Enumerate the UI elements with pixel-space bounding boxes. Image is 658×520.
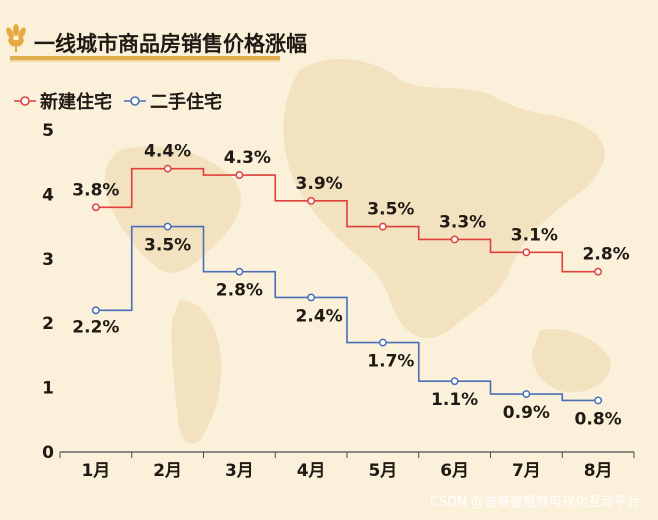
data-label: 3.9% <box>296 174 343 194</box>
wheat-logo-icon <box>6 24 26 52</box>
data-label: 1.1% <box>431 390 478 410</box>
legend: 新建住宅 二手住宅 <box>14 91 222 113</box>
data-point <box>522 390 531 398</box>
data-point <box>307 293 316 302</box>
y-tick-label: 4 <box>42 185 54 205</box>
legend-marker <box>20 96 30 106</box>
legend-label: 新建住宅 <box>40 91 112 113</box>
data-label: 2.8% <box>583 245 630 265</box>
x-tick-label: 1月 <box>81 461 110 481</box>
data-label: 2.2% <box>72 317 119 337</box>
data-label: 0.9% <box>503 403 550 423</box>
series-1: 3.8% 4.4% 4.3% 3.9% 3.5% 3.3% 3.1% 2.8% <box>72 142 630 276</box>
y-tick-label: 5 <box>42 121 54 141</box>
x-tick-label: 4月 <box>297 461 326 481</box>
data-point <box>378 222 387 231</box>
x-tick-label: 3月 <box>225 461 254 481</box>
data-point <box>91 203 100 212</box>
x-tick-label: 8月 <box>584 461 613 481</box>
title-underline <box>10 56 280 60</box>
data-label: 0.8% <box>575 409 622 429</box>
data-label: 3.5% <box>144 236 191 256</box>
series-2: 2.2% 3.5% 2.8% 2.4% 1.7% 1.1% 0.9% 0.8% <box>72 222 622 429</box>
x-tick-label: 2月 <box>153 461 182 481</box>
x-tick-label: 5月 <box>368 461 397 481</box>
data-label: 3.3% <box>439 212 486 232</box>
chart-title: 一线城市商品房销售价格涨幅 <box>34 32 307 56</box>
data-point <box>163 164 172 173</box>
data-point <box>594 396 603 405</box>
series-layer: 3.8% 4.4% 4.3% 3.9% 3.5% 3.3% 3.1% 2.8% 2.2% 3.5%… <box>72 142 629 430</box>
watermark-text: CSDN @迪赛智慧数可视化互动平台 <box>430 494 640 510</box>
data-label: 3.5% <box>367 200 414 220</box>
data-point <box>307 196 316 205</box>
data-point <box>91 306 100 315</box>
y-tick-label: 1 <box>42 379 54 399</box>
x-tick-label: 6月 <box>440 461 469 481</box>
axes: 0 1 2 3 4 5 1月 2月 3月 4月 5月 6月 7月 8月 <box>42 121 635 481</box>
data-point <box>594 267 603 276</box>
data-label: 3.1% <box>511 225 558 245</box>
y-tick-label: 3 <box>42 250 54 270</box>
y-tick-label: 2 <box>42 314 54 334</box>
title-block: 一线城市商品房销售价格涨幅 <box>6 24 307 62</box>
world-map-background <box>104 59 611 444</box>
data-point <box>522 248 531 257</box>
data-label: 4.4% <box>144 142 191 162</box>
data-point <box>235 267 244 276</box>
data-label: 3.8% <box>72 180 119 200</box>
data-point <box>378 338 387 347</box>
data-point <box>235 171 244 180</box>
data-point <box>450 377 459 386</box>
legend-item: 二手住宅 <box>124 91 222 113</box>
data-point <box>163 222 172 231</box>
data-label: 1.7% <box>367 352 414 372</box>
y-tick-label: 0 <box>42 443 54 463</box>
x-tick-label: 7月 <box>512 461 541 481</box>
legend-marker <box>130 96 140 106</box>
legend-item: 新建住宅 <box>14 91 112 113</box>
data-point <box>450 235 459 244</box>
data-label: 4.3% <box>224 148 271 168</box>
data-label: 2.4% <box>296 306 343 326</box>
data-label: 2.8% <box>216 281 263 301</box>
legend-label: 二手住宅 <box>150 91 222 113</box>
